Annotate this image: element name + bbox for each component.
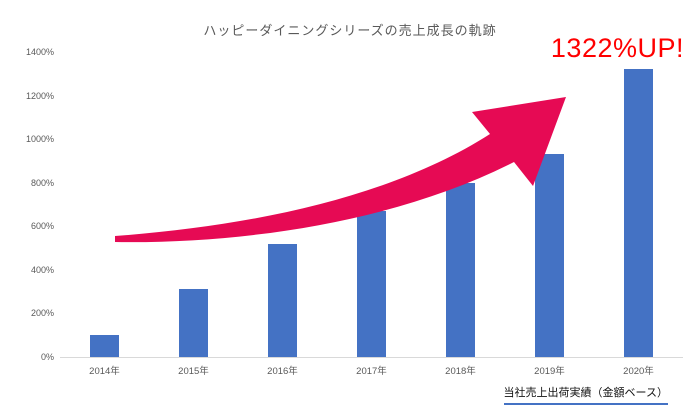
x-axis: 2014年 2015年 2016年 2017年 2018年 2019年 2020年 [60, 363, 683, 379]
y-axis-tick-label: 1400% [25, 47, 54, 57]
bar-2014年 [90, 335, 119, 357]
plot-area [60, 52, 683, 358]
y-axis-tick-label: 1200% [25, 90, 54, 101]
growth-annotation: 1322%UP! [550, 33, 684, 63]
chart-title: ハッピーダイニングシリーズの売上成長の軌跡 [203, 23, 497, 38]
bar-2020年 [624, 69, 653, 357]
y-axis-tick-label: 400% [30, 264, 54, 275]
bar-2015年 [179, 289, 208, 357]
y-axis-tick-label: 1000% [25, 134, 54, 145]
bar-2018年 [446, 182, 475, 357]
y-axis-tick-label: 200% [30, 308, 54, 319]
x-axis-tick-label: 2014年 [89, 366, 120, 377]
y-axis-tick-label: 0% [40, 352, 54, 362]
bar-2016年 [268, 243, 297, 357]
y-axis-tick-label: 800% [30, 177, 54, 188]
footer-note: 当社売上出荷実績（金額ベース） [503, 384, 668, 405]
x-axis-tick-label: 2017年 [356, 366, 387, 377]
x-axis-tick-label: 2015年 [178, 366, 209, 377]
y-axis: 0% 200% 400% 600% 800% 1000% 1200% 1400% [0, 47, 54, 362]
y-axis-tick-label: 600% [30, 221, 54, 232]
x-axis-tick-label: 2019年 [534, 366, 565, 377]
x-axis-tick-label: 2016年 [267, 366, 298, 377]
x-axis-tick-label: 2020年 [623, 366, 654, 377]
bar-2017年 [357, 211, 386, 357]
bar-2019年 [535, 154, 564, 357]
x-axis-tick-label: 2018年 [445, 366, 476, 377]
